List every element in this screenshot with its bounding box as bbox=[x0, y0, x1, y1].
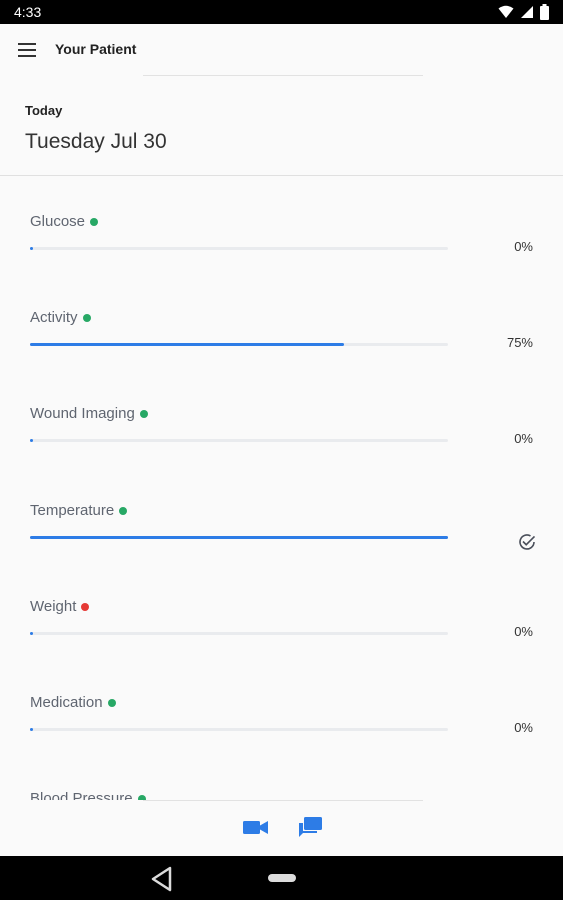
menu-button[interactable] bbox=[14, 38, 40, 62]
status-dot bbox=[90, 217, 99, 226]
progress-track bbox=[30, 536, 448, 539]
metric-label: Wound Imaging bbox=[30, 405, 148, 422]
metric-label: Weight bbox=[30, 598, 90, 615]
bottom-action-bar bbox=[0, 801, 563, 856]
metric-wound-imaging[interactable]: Wound Imaging 0% bbox=[0, 405, 563, 501]
metric-label: Medication bbox=[30, 694, 116, 711]
metric-value: 0% bbox=[514, 720, 533, 735]
metric-value: 0% bbox=[514, 431, 533, 446]
metric-value: 0% bbox=[514, 239, 533, 254]
date-label: Tuesday Jul 30 bbox=[25, 130, 167, 153]
home-button[interactable] bbox=[268, 874, 296, 882]
metric-glucose[interactable]: Glucose 0% bbox=[0, 213, 563, 309]
section-divider bbox=[0, 175, 563, 176]
menu-icon bbox=[18, 43, 36, 57]
chat-icon bbox=[299, 817, 322, 837]
battery-icon bbox=[540, 4, 549, 20]
status-dot bbox=[82, 313, 91, 322]
metric-label: Blood Pressure bbox=[30, 790, 146, 800]
bottom-divider bbox=[143, 800, 423, 801]
progress-fill bbox=[30, 632, 33, 635]
app-bar: Your Patient bbox=[0, 24, 563, 76]
chat-button[interactable] bbox=[297, 815, 325, 839]
metric-medication[interactable]: Medication 0% bbox=[0, 694, 563, 790]
status-icons bbox=[498, 4, 549, 20]
app-title: Your Patient bbox=[55, 41, 137, 57]
app-bar-divider bbox=[143, 75, 423, 76]
status-dot bbox=[81, 602, 90, 611]
metric-name: Activity bbox=[30, 309, 78, 326]
metric-value: 75% bbox=[506, 335, 533, 350]
metric-name: Blood Pressure bbox=[30, 790, 133, 800]
back-icon[interactable] bbox=[150, 866, 174, 892]
progress-fill bbox=[30, 728, 33, 731]
status-bar: 4:33 bbox=[0, 0, 563, 24]
metric-name: Glucose bbox=[30, 213, 86, 230]
video-call-button[interactable] bbox=[242, 815, 270, 839]
status-time: 4:33 bbox=[14, 4, 42, 20]
today-label: Today bbox=[25, 103, 63, 118]
progress-fill bbox=[30, 536, 448, 539]
status-dot bbox=[107, 698, 116, 707]
metric-activity[interactable]: Activity 75% bbox=[0, 309, 563, 405]
progress-track bbox=[30, 728, 448, 731]
metric-label: Temperature bbox=[30, 502, 128, 519]
metric-name: Medication bbox=[30, 694, 103, 711]
progress-track bbox=[30, 632, 448, 635]
metric-label: Glucose bbox=[30, 213, 99, 230]
metric-label: Activity bbox=[30, 309, 91, 326]
progress-fill bbox=[30, 247, 33, 250]
metric-name: Wound Imaging bbox=[30, 405, 135, 422]
metric-weight[interactable]: Weight 0% bbox=[0, 598, 563, 694]
cell-signal-icon bbox=[521, 6, 533, 18]
metric-temperature[interactable]: Temperature bbox=[0, 502, 563, 598]
progress-fill bbox=[30, 343, 344, 346]
metric-value: 0% bbox=[514, 624, 533, 639]
video-call-icon bbox=[243, 821, 268, 834]
metric-name: Temperature bbox=[30, 502, 115, 519]
metric-blood-pressure[interactable]: Blood Pressure bbox=[0, 790, 563, 800]
progress-track bbox=[30, 343, 448, 346]
progress-fill bbox=[30, 439, 33, 442]
metric-name: Weight bbox=[30, 598, 77, 615]
progress-track bbox=[30, 439, 448, 442]
status-dot bbox=[137, 794, 146, 800]
check-circle-icon bbox=[519, 534, 536, 550]
progress-track bbox=[30, 247, 448, 250]
status-dot bbox=[119, 506, 128, 515]
metric-list-clip: Blood Pressure bbox=[0, 780, 563, 800]
wifi-icon bbox=[498, 5, 514, 18]
status-dot bbox=[139, 409, 148, 418]
